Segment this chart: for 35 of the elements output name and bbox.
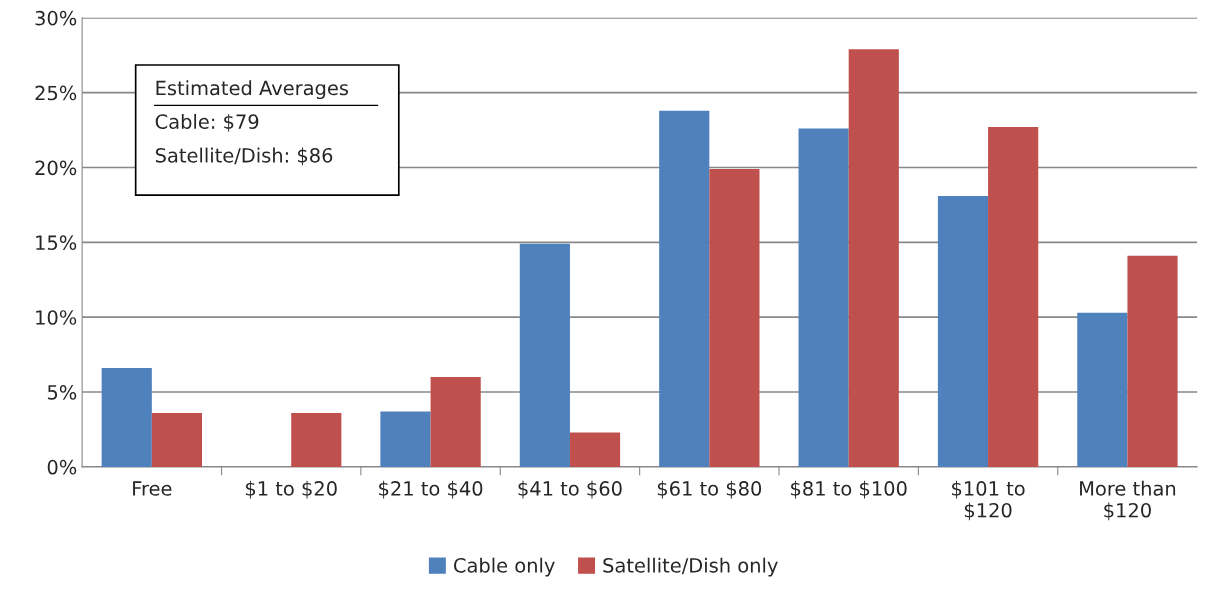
y-tick-label: 5% xyxy=(47,385,77,400)
x-tick-label: $101 to $120 xyxy=(952,480,1025,521)
x-tick-label: $1 to $20 xyxy=(245,480,337,499)
y-tick-label: 20% xyxy=(35,160,77,176)
bar xyxy=(291,413,342,467)
bar xyxy=(569,432,621,467)
x-tick-label: More than $120 xyxy=(1080,480,1176,521)
bar xyxy=(1077,312,1128,467)
bar xyxy=(151,413,202,467)
bar xyxy=(1127,255,1178,467)
legend-label: Cable only xyxy=(454,557,555,577)
x-tick-label: $41 to $60 xyxy=(518,480,622,499)
bar xyxy=(848,49,899,467)
bar xyxy=(380,411,431,467)
y-tick-label: 10% xyxy=(36,310,77,325)
y-tick-label: 30% xyxy=(35,10,77,26)
bar xyxy=(988,127,1039,467)
annotation: Cable: $79 xyxy=(155,113,259,132)
bar xyxy=(937,195,989,467)
y-tick-label: 15% xyxy=(36,235,77,251)
bar xyxy=(659,110,710,467)
x-tick-label: Free xyxy=(133,481,172,496)
legend-label: Satellite/Dish only xyxy=(603,557,778,577)
x-tick-label: $81 to $100 xyxy=(791,480,907,499)
bar xyxy=(798,128,849,467)
x-tick-label: $61 to $80 xyxy=(657,480,762,499)
x-tick-label: $21 to $40 xyxy=(379,480,483,499)
bar xyxy=(430,377,481,467)
annotation: Satellite/Dish: $86 xyxy=(155,147,333,166)
y-tick-label: 0% xyxy=(47,459,77,475)
annotation: Estimated Averages xyxy=(156,80,349,100)
y-tick-label: 25% xyxy=(35,85,77,101)
bar xyxy=(709,169,760,467)
bar xyxy=(101,368,152,467)
bar xyxy=(519,243,570,467)
